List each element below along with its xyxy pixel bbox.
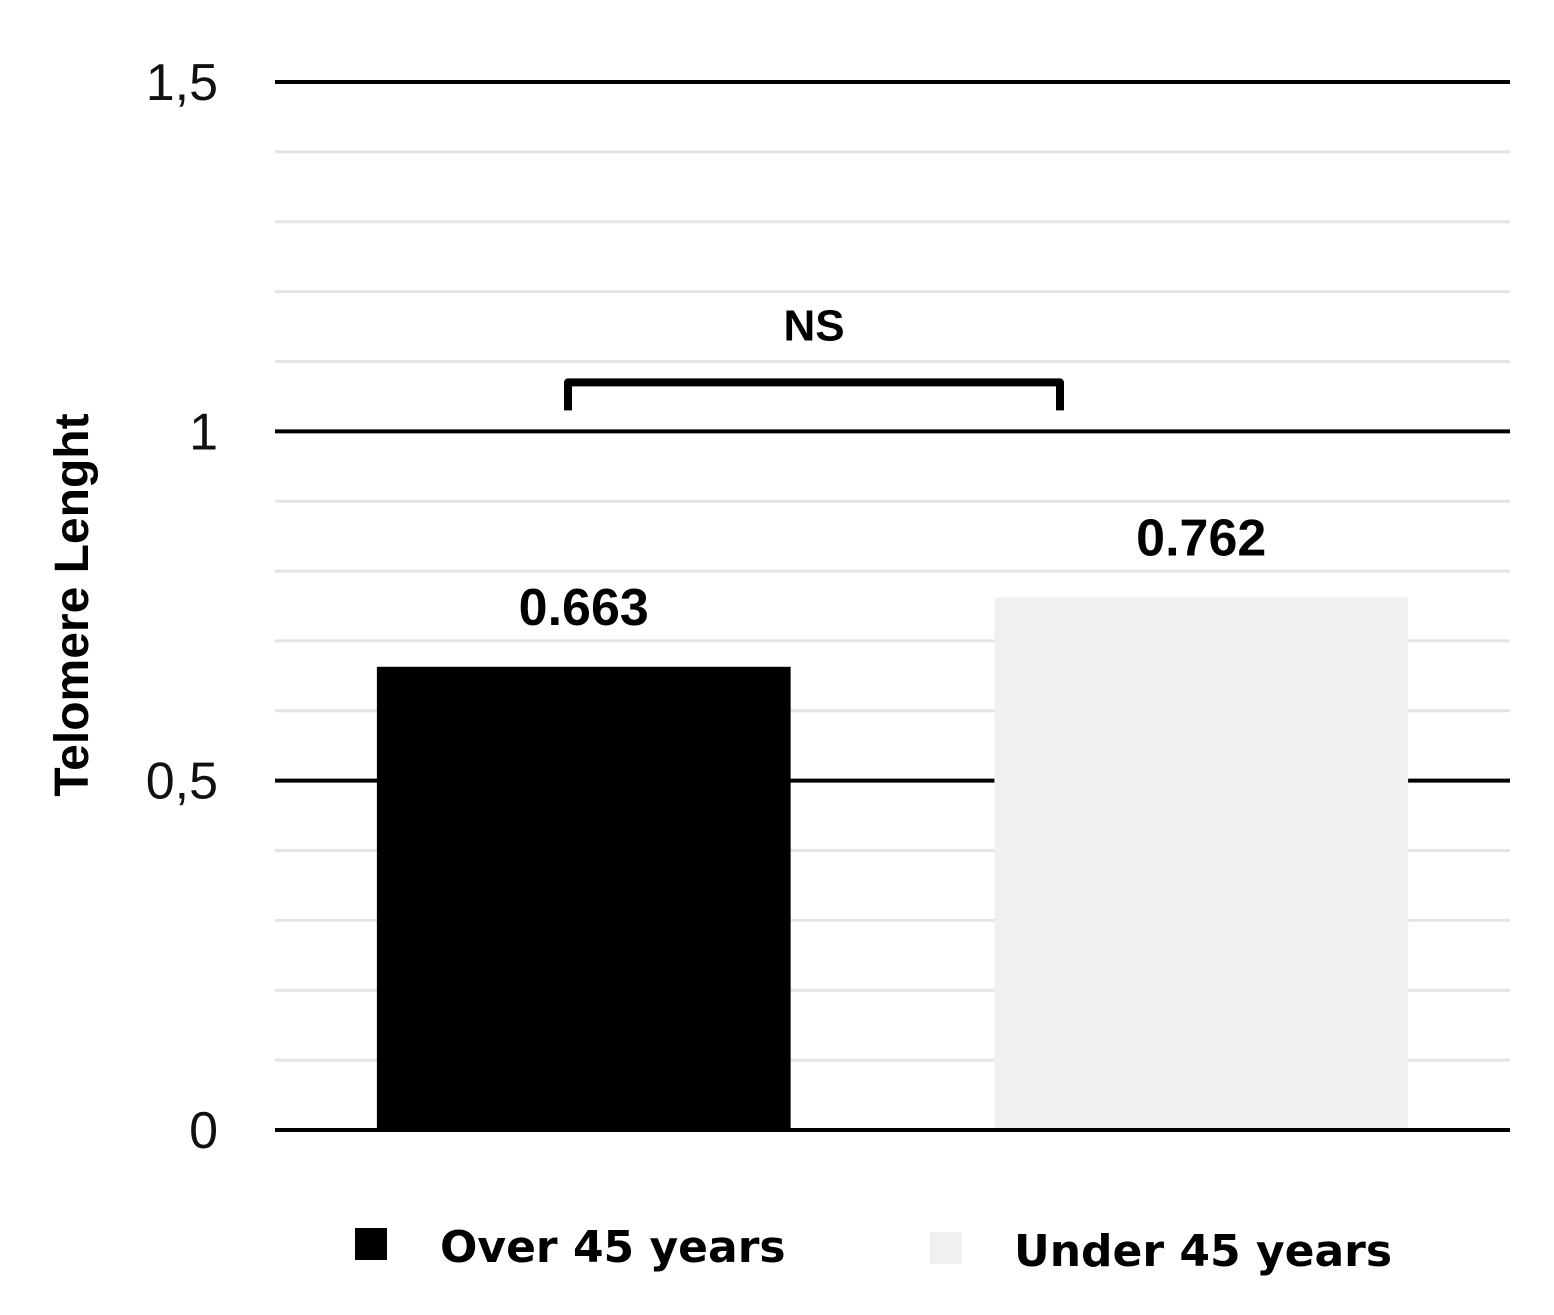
bar <box>994 597 1409 1130</box>
legend-item-over-45: Over 45 years <box>355 1222 786 1273</box>
significance-bracket: NS <box>564 301 1064 411</box>
bar <box>376 666 791 1130</box>
data-labels: 0.663 0.762 <box>519 510 1267 637</box>
bars <box>376 597 1409 1130</box>
legend: Over 45 years Under 45 years <box>355 1222 1392 1277</box>
significance-label: NS <box>783 301 844 350</box>
y-tick-label: 1 <box>189 403 218 461</box>
legend-label-under-45: Under 45 years <box>1014 1226 1392 1277</box>
legend-swatch-over-45 <box>355 1228 387 1260</box>
legend-label-over-45: Over 45 years <box>440 1222 786 1273</box>
y-axis-label: Telomere Lenght <box>46 413 99 796</box>
y-tick-label: 1,5 <box>146 54 218 112</box>
y-tick-label: 0 <box>189 1102 218 1160</box>
y-tick-label: 0,5 <box>146 753 218 811</box>
y-tick-labels: 0 0,5 1 1,5 <box>146 54 218 1160</box>
legend-swatch-under-45 <box>930 1232 962 1264</box>
legend-item-under-45: Under 45 years <box>930 1226 1392 1277</box>
significance-bracket-line <box>564 378 1064 411</box>
data-label: 0.762 <box>1136 510 1266 568</box>
data-label: 0.663 <box>519 579 649 637</box>
